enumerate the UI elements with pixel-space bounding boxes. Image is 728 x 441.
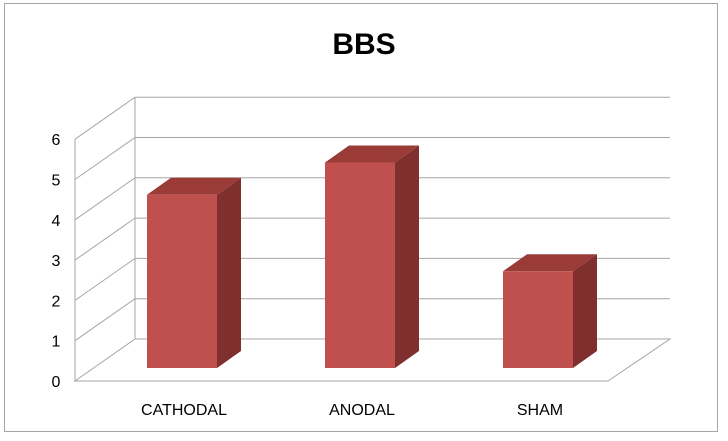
gridline-diagonal — [74, 137, 136, 180]
y-tick-label: 5 — [52, 173, 61, 190]
bar — [503, 254, 597, 368]
bar-front — [147, 194, 217, 368]
y-axis-ticks: 0 1 2 3 4 5 6 — [52, 132, 61, 391]
floor — [73, 338, 672, 382]
x-category-label: CATHODAL — [141, 402, 227, 419]
y-tick-label: 1 — [52, 334, 61, 351]
gridline-diagonal — [74, 177, 136, 221]
bar-side — [573, 254, 597, 368]
x-category-label: ANODAL — [329, 402, 395, 419]
bar — [147, 177, 241, 368]
bar — [325, 145, 419, 368]
y-tick-label: 3 — [52, 253, 61, 270]
bar-side — [395, 145, 419, 368]
chart-title: BBS — [332, 28, 395, 61]
gridline-diagonal — [74, 96, 136, 140]
x-category-label: SHAM — [517, 402, 563, 419]
bar-side — [217, 177, 241, 368]
bar-top — [325, 145, 419, 163]
y-tick-label: 0 — [52, 374, 61, 391]
bar-layer — [147, 145, 597, 368]
bar-top — [503, 254, 597, 272]
y-tick-label: 2 — [52, 293, 61, 310]
y-tick-label: 6 — [52, 132, 61, 149]
bar-top — [147, 177, 241, 195]
gridline-diagonal — [74, 257, 136, 301]
bar-front — [325, 162, 395, 368]
bar-front — [503, 271, 573, 368]
y-tick-label: 4 — [52, 213, 61, 230]
x-axis-categories: CATHODAL ANODAL SHAM — [141, 402, 563, 419]
gridline-diagonal — [74, 298, 136, 342]
gridline-diagonal — [74, 217, 136, 261]
